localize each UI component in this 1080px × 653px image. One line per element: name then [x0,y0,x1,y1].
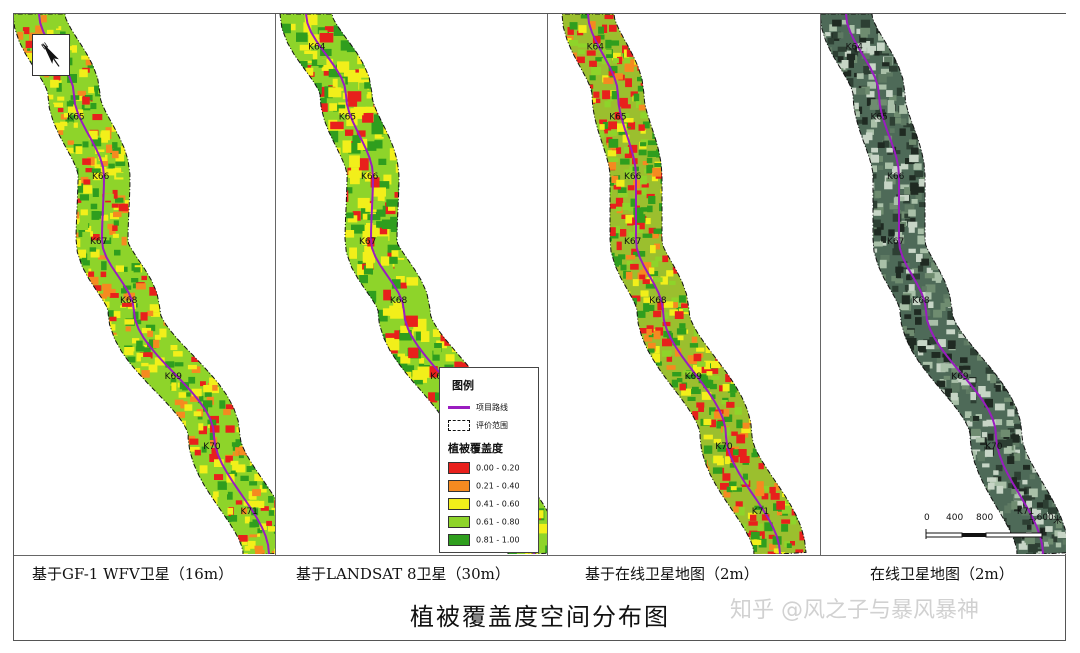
station-label-K66: K66 [92,172,110,182]
station-label-K68: K68 [649,296,667,306]
panel-caption-landsat: 基于LANDSAT 8卫星（30m） [296,565,510,583]
map-panel-online-fvc: K64 K65 K66 K67 K68 K69 K70 K71 [548,14,820,554]
station-label-K67: K67 [624,237,641,247]
station-label-K65: K65 [67,113,84,123]
legend-extent: 评价范围 [448,420,508,434]
panel-divider [820,14,821,555]
station-label-K67: K67 [887,237,904,247]
project-route-line [38,14,270,554]
legend-route-label: 项目路线 [476,403,508,412]
legend: 图例 项目路线 评价范围 植被覆盖度 0.00 - 0.20 0.21 - 0.4… [439,367,539,553]
legend-class-4: 0.81 - 1.00 [448,534,520,548]
station-label-K64: K64 [846,42,864,52]
station-label-K69: K69 [165,372,183,382]
station-label-K70: K70 [715,442,733,452]
station-label-K71: K71 [241,507,258,517]
station-label-K68: K68 [912,296,930,306]
legend-swatch [448,462,470,474]
scale-tick-1600: 1,600 [1028,513,1054,523]
legend-class-label: 0.61 - 0.80 [476,517,520,527]
station-label-K68: K68 [120,296,138,306]
map-panel-satellite-imagery: K64 K65 K66 K67 K68 K69 K70 K71 [821,14,1066,554]
panel-divider [547,14,548,555]
legend-class-label: 0.00 - 0.20 [476,463,520,473]
station-label-K69: K69 [685,372,703,382]
scale-bar: 0 400 800 1,600 米 [922,513,1062,543]
project-route-line [587,14,781,554]
legend-class-label: 0.21 - 0.40 [476,481,520,491]
panel-divider [275,14,276,555]
station-label-K66: K66 [624,172,642,182]
evaluation-extent-outline [821,14,1066,554]
legend-class-1: 0.21 - 0.40 [448,480,520,494]
legend-extent-label: 评价范围 [476,421,508,430]
station-label-K69: K69 [951,372,969,382]
panel-caption-gf1: 基于GF-1 WFV卫星（16m） [32,565,234,583]
corridor-fill [562,14,806,554]
legend-class-label: 0.41 - 0.60 [476,499,520,509]
station-label-K67: K67 [90,237,107,247]
legend-route: 项目路线 [448,402,508,416]
watermark: 知乎 @风之子与暴风暴神 [730,598,979,623]
panel-caption-imagery: 在线卫星地图（2m） [870,565,1014,583]
caption-separator [14,555,1066,556]
legend-class-3: 0.61 - 0.80 [448,516,520,530]
north-arrow-icon: N [32,34,70,76]
station-label-K66: K66 [361,172,379,182]
legend-swatch [448,480,470,492]
legend-swatch [448,534,470,546]
legend-title: 图例 [452,379,474,392]
map-title: 植被覆盖度空间分布图 [410,603,670,631]
vegetation-pattern [564,14,806,554]
north-label: N [40,41,50,52]
project-route-line [845,14,1044,554]
station-label-K64: K64 [587,42,605,52]
route-line-icon [448,406,470,409]
panel-caption-online-fvc: 基于在线卫星地图（2m） [585,565,759,583]
evaluation-extent-outline [561,14,807,554]
station-label-K68: K68 [390,296,408,306]
legend-swatch [448,498,470,510]
station-label-K71: K71 [1017,507,1034,517]
station-label-K65: K65 [339,113,356,123]
legend-class-2: 0.41 - 0.60 [448,498,520,512]
scale-tick-0: 0 [924,513,930,523]
corridor-fill [821,14,1066,554]
legend-fvc-title: 植被覆盖度 [448,442,503,455]
station-label-K66: K66 [887,172,905,182]
scale-tick-400: 400 [946,513,964,523]
corridor-map: K64 K65 K66 K67 K68 K69 K70 K71 [561,14,807,554]
station-label-K67: K67 [359,237,376,247]
station-label-K65: K65 [871,113,888,123]
station-label-K71: K71 [752,507,769,517]
evaluation-extent-outline [14,14,275,554]
extent-box-icon [448,420,470,431]
legend-class-label: 0.81 - 1.00 [476,535,520,545]
scale-tick-800: 800 [976,513,994,523]
corridor-map: K64 K65 K66 K67 K68 K69 K70 K71 [821,14,1066,554]
legend-class-0: 0.00 - 0.20 [448,462,520,476]
evaluation-extent-outline [279,14,547,554]
station-label-K70: K70 [985,442,1003,452]
station-label-K64: K64 [308,42,326,52]
station-label-K70: K70 [203,442,221,452]
station-label-K65: K65 [609,113,626,123]
scale-unit: 米 [1053,516,1063,526]
legend-swatch [448,516,470,528]
